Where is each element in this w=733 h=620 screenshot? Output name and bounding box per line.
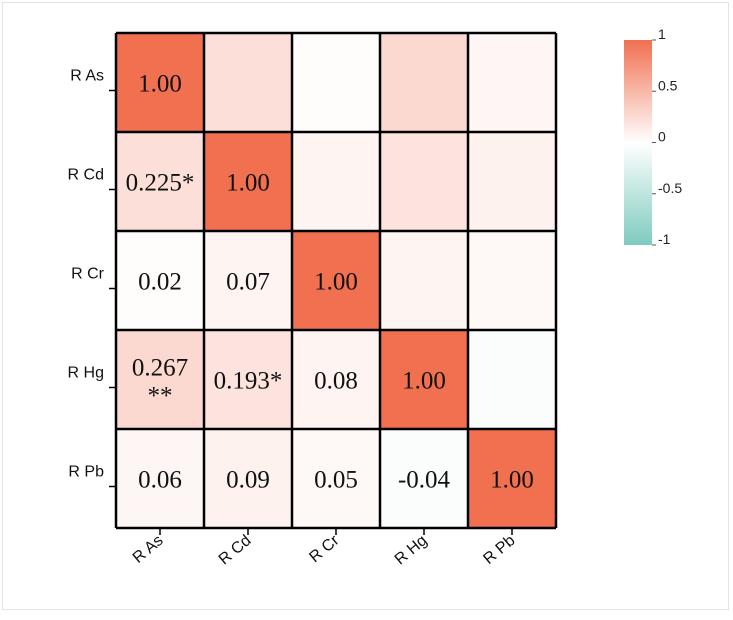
heatmap-cell bbox=[204, 429, 292, 528]
heatmap-cell bbox=[116, 330, 204, 429]
cell-value-label: 1.00 bbox=[402, 368, 446, 395]
heatmap-cell bbox=[204, 33, 292, 132]
cell-value-label: 0.08 bbox=[314, 368, 358, 395]
cell-value-label: 0.07 bbox=[226, 269, 270, 296]
heatmap-cell bbox=[292, 33, 380, 132]
cell-value-label: 0.02 bbox=[138, 269, 182, 296]
heatmap-cell bbox=[204, 132, 292, 231]
heatmap-cell bbox=[468, 429, 556, 528]
heatmap-cell bbox=[468, 330, 556, 429]
y-tick-label: R As bbox=[70, 68, 104, 85]
cell-value-label: 1.00 bbox=[138, 71, 182, 98]
heatmap-cell bbox=[116, 429, 204, 528]
cell-value-label: 0.225* bbox=[126, 170, 195, 197]
x-axis-labels: R As R Cd R Cr R Hg R Pb bbox=[130, 528, 519, 568]
cell-value-label: 0.267 ** bbox=[132, 355, 188, 410]
heatmap-cell bbox=[380, 429, 468, 528]
colorbar-gradient bbox=[624, 40, 652, 245]
x-tick-label: R Hg bbox=[392, 532, 431, 568]
x-tick-label: R As bbox=[130, 532, 167, 567]
cell-value-label: 1.00 bbox=[226, 170, 270, 197]
heatmap-cell bbox=[380, 330, 468, 429]
colorbar: 1 0.5 0 -0.5 -1 bbox=[624, 26, 682, 247]
cell-value-label: 0.09 bbox=[226, 467, 270, 494]
y-tick-label: R Cd bbox=[68, 167, 104, 184]
colorbar-tick-label: -0.5 bbox=[658, 180, 682, 196]
heatmap-cell bbox=[292, 231, 380, 330]
cell-value-label: 0.06 bbox=[138, 467, 182, 494]
cell-value-label: -0.04 bbox=[398, 467, 451, 494]
heatmap-cell bbox=[204, 330, 292, 429]
cell-value-label: 0.05 bbox=[314, 467, 358, 494]
heatmap-cells: 1.00 0.225* 1.00 0.02 0.07 1.00 0.267 ** 0.193* 0… bbox=[114, 31, 558, 530]
colorbar-tick-label: -1 bbox=[658, 231, 671, 247]
heatmap-cell bbox=[468, 132, 556, 231]
y-tick-label: R Pb bbox=[68, 464, 104, 481]
heatmap-cell bbox=[380, 33, 468, 132]
x-tick-label: R Cr bbox=[306, 532, 343, 567]
cell-value-label: 0.193* bbox=[214, 368, 283, 395]
heatmap-cell bbox=[116, 33, 204, 132]
y-tick-label: R Hg bbox=[68, 365, 104, 382]
x-tick-label: R Cd bbox=[216, 532, 255, 568]
heatmap-cell bbox=[116, 231, 204, 330]
y-axis-labels: R As R Cd R Cr R Hg R Pb bbox=[68, 68, 116, 488]
heatmap-cell bbox=[292, 330, 380, 429]
y-tick-label: R Cr bbox=[71, 266, 105, 283]
heatmap-cell bbox=[204, 231, 292, 330]
heatmap-cell bbox=[116, 132, 204, 231]
colorbar-tick-label: 1 bbox=[658, 26, 666, 42]
colorbar-tick-label: 0.5 bbox=[658, 77, 678, 93]
cell-value-label: 1.00 bbox=[314, 269, 358, 296]
cell-value-label: 1.00 bbox=[490, 467, 534, 494]
x-tick-label: R Pb bbox=[480, 532, 518, 568]
heatmap-cell bbox=[380, 231, 468, 330]
heatmap-cell bbox=[380, 132, 468, 231]
heatmap-cell bbox=[468, 33, 556, 132]
heatmap-cell bbox=[292, 132, 380, 231]
heatmap-cell bbox=[468, 231, 556, 330]
colorbar-tick-label: 0 bbox=[658, 129, 666, 145]
heatmap-cell bbox=[292, 429, 380, 528]
